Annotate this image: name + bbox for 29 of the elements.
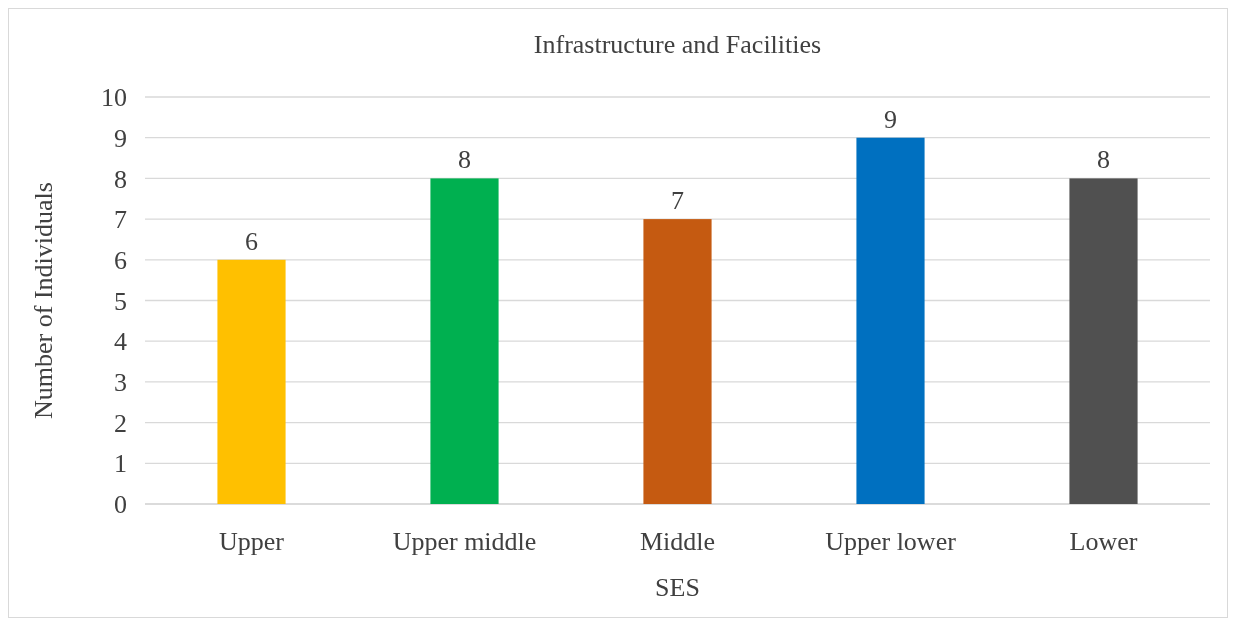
x-tick-label: Middle	[639, 527, 716, 556]
x-tick-label: Upper lower	[825, 527, 957, 556]
bar	[217, 259, 286, 504]
y-tick-label: 2	[114, 408, 127, 438]
y-tick-label: 9	[114, 123, 127, 153]
x-axis-title: SES	[655, 573, 700, 602]
data-label: 9	[884, 104, 897, 134]
y-tick-label: 0	[114, 490, 127, 520]
chart-title: Infrastructure and Facilities	[533, 30, 822, 59]
y-tick-label: 6	[114, 245, 127, 275]
bar	[643, 219, 712, 504]
y-axis-title: Number of Individuals	[29, 182, 58, 419]
y-tick-label: 5	[114, 286, 127, 316]
x-tick-label: Upper	[219, 527, 285, 556]
bar	[856, 137, 925, 504]
y-tick-label: 8	[114, 164, 127, 194]
bar	[1069, 178, 1138, 504]
bar	[430, 178, 499, 504]
y-tick-label: 4	[114, 327, 127, 357]
x-tick-label: Upper middle	[392, 527, 537, 556]
y-tick-label: 1	[114, 449, 127, 479]
data-label: 8	[1097, 145, 1110, 175]
data-label: 6	[245, 226, 258, 256]
data-label: 8	[458, 145, 471, 175]
data-label: 7	[671, 186, 684, 216]
y-tick-label: 7	[114, 205, 127, 235]
y-tick-label: 3	[114, 368, 127, 397]
y-tick-label: 10	[101, 83, 127, 113]
x-tick-label: Lower	[1069, 527, 1138, 556]
